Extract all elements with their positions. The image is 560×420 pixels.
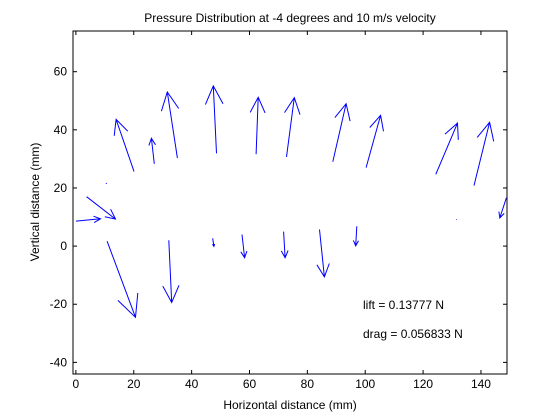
- y-tick-label: 20: [54, 181, 68, 195]
- pressure-arrow: [240, 234, 248, 259]
- y-tick-label: 40: [54, 123, 68, 137]
- chart-title: Pressure Distribution at -4 degrees and …: [144, 11, 435, 25]
- plot-area: [73, 31, 507, 374]
- pressure-arrow: [75, 215, 102, 224]
- pressure-arrow: [332, 102, 351, 162]
- y-axis-label: Vertical distance (mm): [28, 143, 42, 262]
- pressure-arrow: [316, 229, 330, 279]
- pressure-arrow: [212, 238, 216, 248]
- x-tick-label: 0: [73, 377, 80, 391]
- axes-box: [72, 30, 508, 375]
- lift-annotation: lift = 0.13777 N: [363, 298, 444, 312]
- x-tick-label: 40: [185, 377, 199, 391]
- x-tick-label: 80: [301, 377, 315, 391]
- pressure-arrow: [105, 182, 108, 185]
- pressure-arrow: [352, 226, 359, 247]
- axis-ticks: 0 20 40 60 80 100 120 140 -40 -20 0 20 40 60: [50, 31, 507, 391]
- pressure-arrow: [498, 197, 507, 219]
- pressure-arrow: [160, 90, 180, 159]
- pressure-arrow: [249, 96, 266, 155]
- x-tick-label: 120: [413, 377, 433, 391]
- pressure-arrow: [113, 118, 135, 172]
- y-tick-label: 60: [54, 65, 68, 79]
- y-tick-label: -20: [50, 297, 68, 311]
- y-tick-label: 0: [60, 239, 67, 253]
- pressure-arrow: [148, 137, 156, 164]
- y-tick-label: -40: [50, 355, 68, 369]
- pressure-arrow: [473, 121, 495, 186]
- pressure-arrow: [204, 84, 224, 154]
- pressure-arrow: [284, 96, 301, 157]
- pressure-arrow: [435, 122, 459, 175]
- pressure-arrow: [365, 114, 384, 168]
- pressure-arrow: [86, 196, 117, 220]
- pressure-arrow: [162, 240, 180, 304]
- x-tick-label: 140: [471, 377, 491, 391]
- x-tick-label: 100: [355, 377, 375, 391]
- x-tick-label: 20: [127, 377, 141, 391]
- pressure-arrow: [280, 231, 289, 259]
- drag-annotation: drag = 0.056833 N: [363, 327, 463, 341]
- x-tick-label: 60: [243, 377, 257, 391]
- x-axis-label: Horizontal distance (mm): [223, 398, 356, 412]
- arrow-series: [75, 84, 507, 319]
- pressure-arrow: [106, 241, 139, 319]
